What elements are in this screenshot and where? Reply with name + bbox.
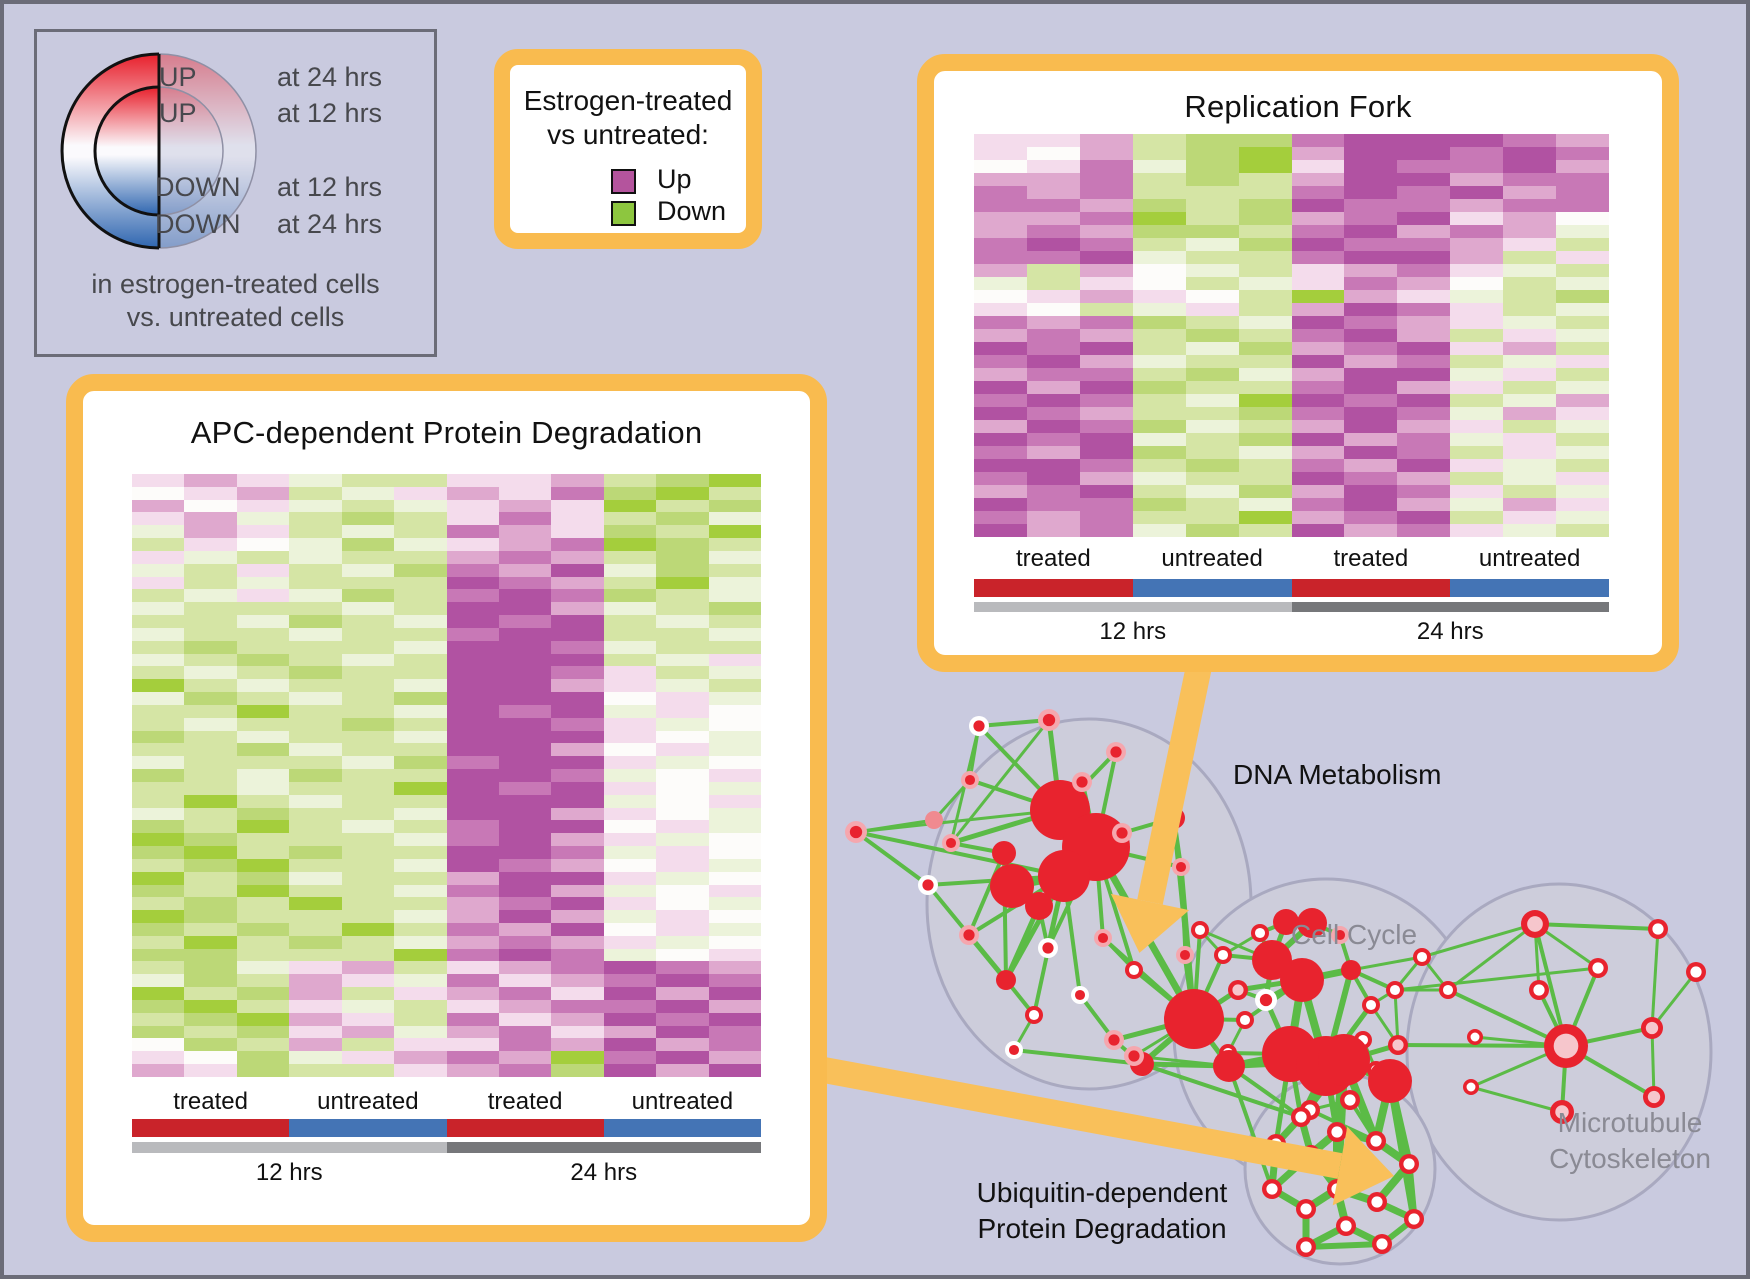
apc-bar-untreated-24 [603, 1119, 761, 1137]
apc-bar-treated-24 [446, 1119, 604, 1137]
apc-time-bar [132, 1142, 761, 1153]
replication-fork-panel: Replication Fork treated untreated treat… [917, 54, 1679, 672]
rf-label-12hrs: 12 hrs [1099, 618, 1167, 645]
up-swatch-label: Up [657, 164, 692, 194]
gene-network-diagram: DNA Metabolism Cell Cycle Microtubule Cy… [821, 649, 1713, 1266]
apc-label-12hrs: 12 hrs [255, 1159, 323, 1186]
rf-group-labels: treated untreated treated untreated [974, 545, 1609, 573]
rf-bar-untreated-24 [1450, 579, 1609, 597]
apc-bar-12hrs [132, 1142, 447, 1153]
ring-footer-line2: vs. untreated cells [126, 302, 345, 332]
rf-heatmap [974, 134, 1610, 537]
ring-footer-line1: in estrogen-treated cells [91, 269, 380, 299]
apc-group-label-3: treated [487, 1088, 563, 1115]
rf-group-label-1: treated [1016, 545, 1091, 572]
apc-panel-title: APC-dependent Protein Degradation [190, 415, 703, 450]
apc-group-label-2: untreated [317, 1088, 419, 1115]
rf-time-labels: 12 hrs 24 hrs [974, 618, 1609, 646]
ring-time-up12: at 12 hrs [277, 98, 383, 128]
estrogen-legend-title-line2: vs untreated: [547, 119, 709, 150]
ring-word-up24: UP [159, 62, 197, 92]
apc-group-labels: treated untreated treated untreated [132, 1088, 761, 1116]
rf-label-24hrs: 24 hrs [1416, 618, 1484, 645]
rf-group-label-3: treated [1333, 545, 1409, 572]
ring-word-down12: DOWN [155, 172, 241, 202]
rf-treatment-bar [974, 579, 1609, 597]
label-cell-cycle: Cell Cycle [1291, 919, 1417, 950]
rf-group-label-2: untreated [1161, 545, 1263, 572]
rf-group-label-4: untreated [1478, 545, 1581, 572]
rf-bar-treated-12 [974, 579, 1133, 597]
rf-panel-title: Replication Fork [1184, 89, 1412, 124]
estrogen-color-legend: Estrogen-treated vs untreated: Up Down [494, 49, 762, 249]
rf-bar-12hrs [974, 602, 1292, 612]
apc-bar-24hrs [446, 1142, 761, 1153]
apc-bar-treated-12 [132, 1119, 290, 1137]
label-ubiquitin-line1: Ubiquitin-dependent [977, 1177, 1228, 1208]
label-ubiquitin-line2: Protein Degradation [977, 1213, 1226, 1244]
rf-bar-untreated-12 [1132, 579, 1292, 597]
apc-panel: APC-dependent Protein Degradation treate… [66, 374, 827, 1242]
label-dna-metabolism: DNA Metabolism [1233, 759, 1442, 790]
updown-ring-legend: UP at 24 hrs UP at 12 hrs DOWN at 12 hrs… [34, 29, 437, 357]
estrogen-legend-title-line1: Estrogen-treated [523, 85, 733, 116]
rf-time-bar [974, 602, 1609, 612]
updown-ring-graphic [60, 52, 257, 250]
label-microtubule: Microtubule [1558, 1107, 1703, 1138]
apc-bar-untreated-12 [289, 1119, 447, 1137]
ring-word-down24: DOWN [155, 209, 241, 239]
apc-heatmap [132, 474, 762, 1077]
up-swatch [611, 169, 636, 194]
ring-time-down12: at 12 hrs [277, 172, 383, 202]
apc-time-labels: 12 hrs 24 hrs [132, 1159, 761, 1187]
ring-time-down24: at 24 hrs [277, 209, 383, 239]
rf-bar-treated-24 [1291, 579, 1451, 597]
label-cytoskeleton: Cytoskeleton [1549, 1143, 1711, 1174]
apc-group-label-1: treated [173, 1088, 248, 1115]
panel-arrows [821, 649, 1395, 1206]
apc-treatment-bar [132, 1119, 761, 1137]
faded-right-half [159, 54, 256, 248]
ring-time-up24: at 24 hrs [277, 62, 383, 92]
down-swatch-label: Down [657, 196, 727, 226]
apc-group-label-4: untreated [631, 1088, 734, 1115]
rf-bar-24hrs [1291, 602, 1609, 612]
ring-word-up12: UP [159, 98, 197, 128]
apc-label-24hrs: 24 hrs [570, 1159, 638, 1186]
down-swatch [611, 201, 636, 226]
